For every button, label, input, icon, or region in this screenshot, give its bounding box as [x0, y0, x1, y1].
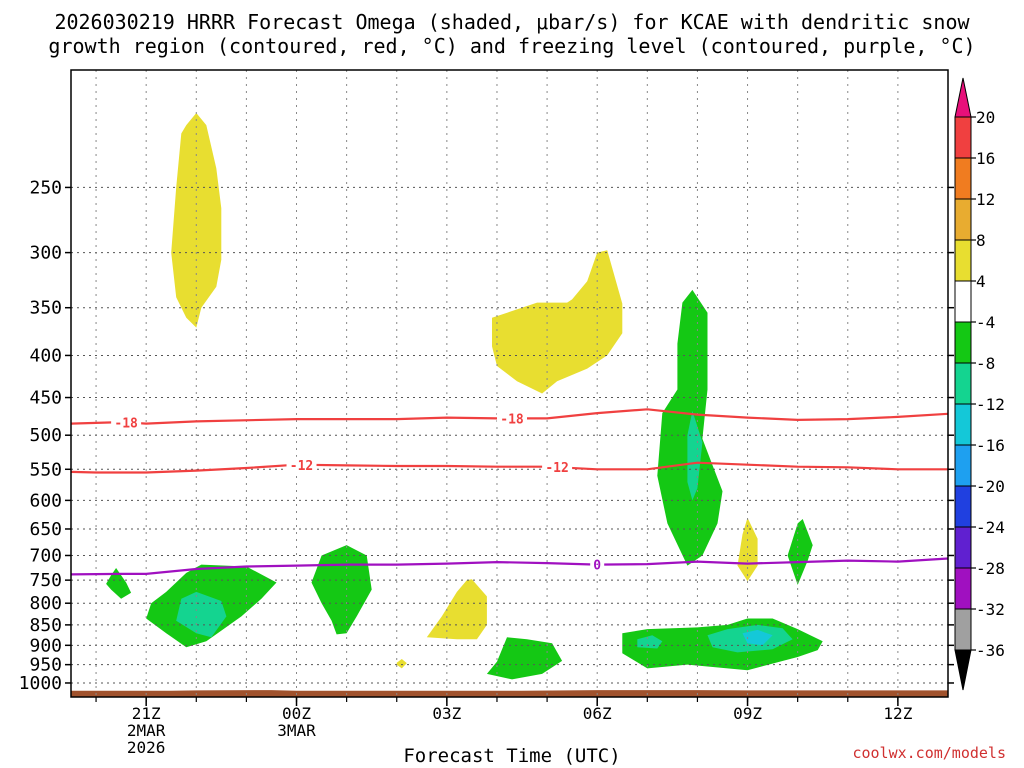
- chart-title-line-2: growth region (contoured, red, °C) and f…: [48, 34, 976, 58]
- colorbar-label-5: -4: [976, 313, 995, 332]
- y-tick-label-300: 300: [29, 243, 62, 264]
- terrain-layer: [71, 690, 948, 697]
- x-tick-label-24-0: 00Z: [282, 704, 311, 723]
- y-tick-label-500: 500: [29, 425, 62, 446]
- dgz-top-label-bg-1: [497, 410, 528, 427]
- x-tick-label-36-0: 12Z: [883, 704, 912, 723]
- colorbar-segment-12: [954, 608, 972, 651]
- y-tick-label-750: 750: [29, 570, 62, 591]
- freezing-level-label-0: 0: [593, 559, 601, 574]
- omega-region-5: [106, 568, 132, 599]
- colorbar-segment-7: [954, 403, 972, 446]
- y-axis: 2503003504004505005506006507007508008509…: [19, 177, 954, 694]
- y-tick-label-400: 400: [29, 345, 62, 366]
- dgz-top-line: [70, 408, 949, 425]
- y-tick-label-1000: 1000: [19, 673, 62, 694]
- colorbar-segment-5: [954, 321, 972, 364]
- colorbar-label-10: -24: [976, 518, 1005, 537]
- omega-region-13: [687, 410, 703, 501]
- x-tick-label-30-0: 06Z: [583, 704, 612, 723]
- y-tick-label-700: 700: [29, 545, 62, 566]
- colorbar-top-arrow: [954, 77, 972, 118]
- colorbar-segment-1: [954, 157, 972, 200]
- watermark: coolwx.com/models: [852, 744, 1006, 762]
- dgz-top-label-1: -18: [500, 412, 524, 427]
- omega-region-11: [787, 519, 813, 585]
- colorbar-label-6: -8: [976, 354, 995, 373]
- freezing-level-line: [70, 557, 949, 576]
- omega-region-14: [637, 635, 663, 649]
- omega-region-1: [492, 250, 623, 394]
- plot-frame: [70, 69, 949, 698]
- omega-region-4: [737, 517, 758, 582]
- x-axis-title: Forecast Time (UTC): [403, 745, 621, 767]
- colorbar-label-3: 8: [976, 231, 986, 250]
- dgz-bottom-line: [70, 461, 948, 474]
- colorbar-label-7: -12: [976, 395, 1005, 414]
- x-tick-label-33-0: 09Z: [733, 704, 762, 723]
- colorbar-label-11: -28: [976, 559, 1005, 578]
- gridlines: [71, 70, 948, 697]
- dgz-bottom-label-1: -12: [545, 461, 568, 476]
- y-tick-label-850: 850: [29, 615, 62, 636]
- y-tick-label-950: 950: [29, 655, 62, 676]
- colorbar-segment-11: [954, 567, 972, 610]
- shaded-omega-regions: [106, 113, 823, 680]
- contour-lines: -18 -18 -12 -12 0: [70, 408, 949, 576]
- colorbar-segment-6: [954, 362, 972, 405]
- colorbar-label-4: 4: [976, 272, 986, 291]
- colorbar-label-1: 16: [976, 149, 995, 168]
- y-tick-label-650: 650: [29, 519, 62, 540]
- x-tick-label-24-1: 3MAR: [277, 721, 316, 740]
- colorbar-segment-8: [954, 444, 972, 487]
- colorbar-label-8: -16: [976, 436, 1005, 455]
- dgz-bottom-label-bg-0: [286, 456, 317, 473]
- colorbar-segment-9: [954, 485, 972, 528]
- freezing-level-label-bg-0: [590, 556, 605, 573]
- dgz-bottom-label-bg-1: [542, 459, 573, 476]
- terrain-fill: [71, 690, 948, 697]
- colorbar-label-0: 20: [976, 108, 995, 127]
- y-tick-label-250: 250: [29, 177, 62, 198]
- colorbar-segment-2: [954, 198, 972, 241]
- y-tick-label-900: 900: [29, 635, 62, 656]
- omega-region-8: [486, 637, 563, 680]
- x-tick-label-21-1: 2MAR: [127, 721, 166, 740]
- omega-region-7: [311, 545, 372, 635]
- x-tick-label-21-0: 21Z: [132, 704, 161, 723]
- colorbar-segment-3: [954, 239, 972, 282]
- colorbar-label-2: 12: [976, 190, 995, 209]
- colorbar-segment-4: [954, 280, 972, 323]
- omega-region-2: [426, 579, 487, 640]
- colorbar-label-13: -36: [976, 641, 1005, 660]
- omega-region-0: [171, 113, 222, 328]
- colorbar-segment-10: [954, 526, 972, 569]
- colorbar: 20 16 12 8 4 -4 -8 -12 -16 -20 -24 -28 -32 -36: [954, 77, 1005, 691]
- omega-region-12: [176, 591, 227, 638]
- dgz-top-label-bg-0: [111, 414, 142, 431]
- colorbar-label-9: -20: [976, 477, 1005, 496]
- dgz-top-label-0: -18: [114, 416, 138, 431]
- omega-region-3: [396, 659, 407, 669]
- y-tick-label-600: 600: [29, 490, 62, 511]
- x-tick-label-27-0: 03Z: [432, 704, 461, 723]
- colorbar-segment-0: [954, 116, 972, 159]
- omega-region-16: [742, 629, 773, 646]
- dgz-bottom-label-0: -12: [290, 459, 313, 474]
- y-tick-label-550: 550: [29, 459, 62, 480]
- x-tick-label-21-2: 2026: [127, 738, 166, 757]
- chart-title-line-1: 2026030219 HRRR Forecast Omega (shaded, …: [54, 10, 970, 34]
- y-tick-label-450: 450: [29, 388, 62, 409]
- y-tick-label-350: 350: [29, 298, 62, 319]
- colorbar-label-12: -32: [976, 600, 1005, 619]
- colorbar-bottom-arrow: [954, 649, 972, 691]
- y-tick-label-800: 800: [29, 593, 62, 614]
